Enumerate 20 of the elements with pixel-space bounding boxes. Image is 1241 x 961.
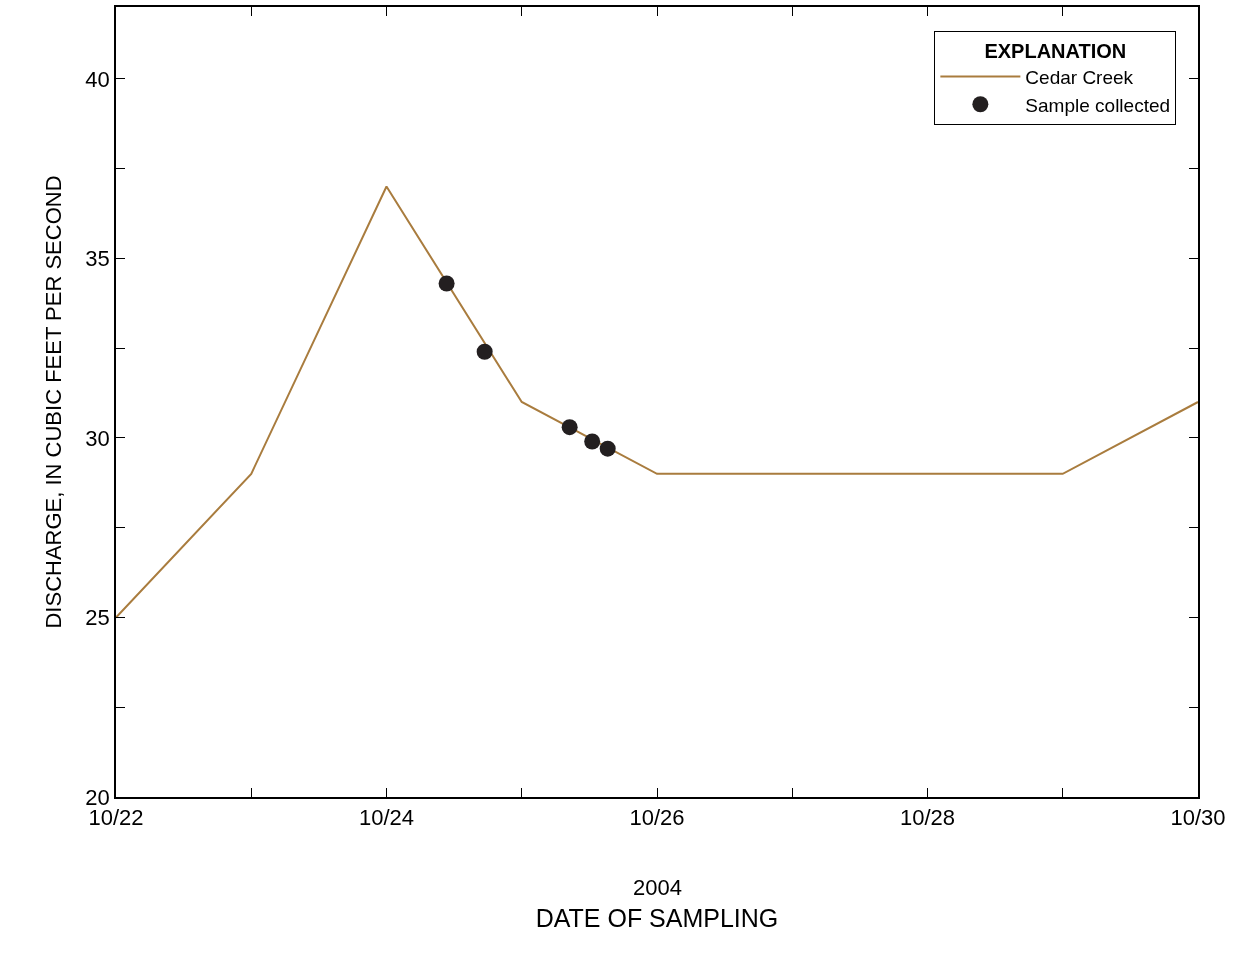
legend-label: Cedar Creek (1025, 66, 1134, 88)
x-tick-label: 10/28 (899, 805, 956, 831)
y-tick-label: 30 (85, 425, 110, 451)
y-tick-label: 40 (85, 66, 110, 92)
point (476, 343, 493, 360)
point (561, 419, 578, 436)
point (438, 275, 455, 292)
x-tick-label: 10/26 (629, 805, 685, 831)
x-tick-label: 10/30 (1170, 805, 1226, 831)
x-tick-label: 10/24 (358, 805, 415, 831)
y-axis-title: DISCHARGE, IN CUBIC FEET PER SECOND (40, 175, 66, 629)
y-tick-label: 25 (85, 605, 110, 631)
y-tick-label: 35 (85, 246, 110, 272)
x-axis-title: DATE OF SAMPLING (535, 903, 779, 932)
point (599, 440, 616, 457)
legend-label: Sample collected (1025, 94, 1171, 116)
point (584, 433, 601, 450)
text: 2004 (633, 875, 682, 900)
line-series (116, 185, 1198, 619)
legend-title: EXPLANATION (984, 39, 1127, 62)
